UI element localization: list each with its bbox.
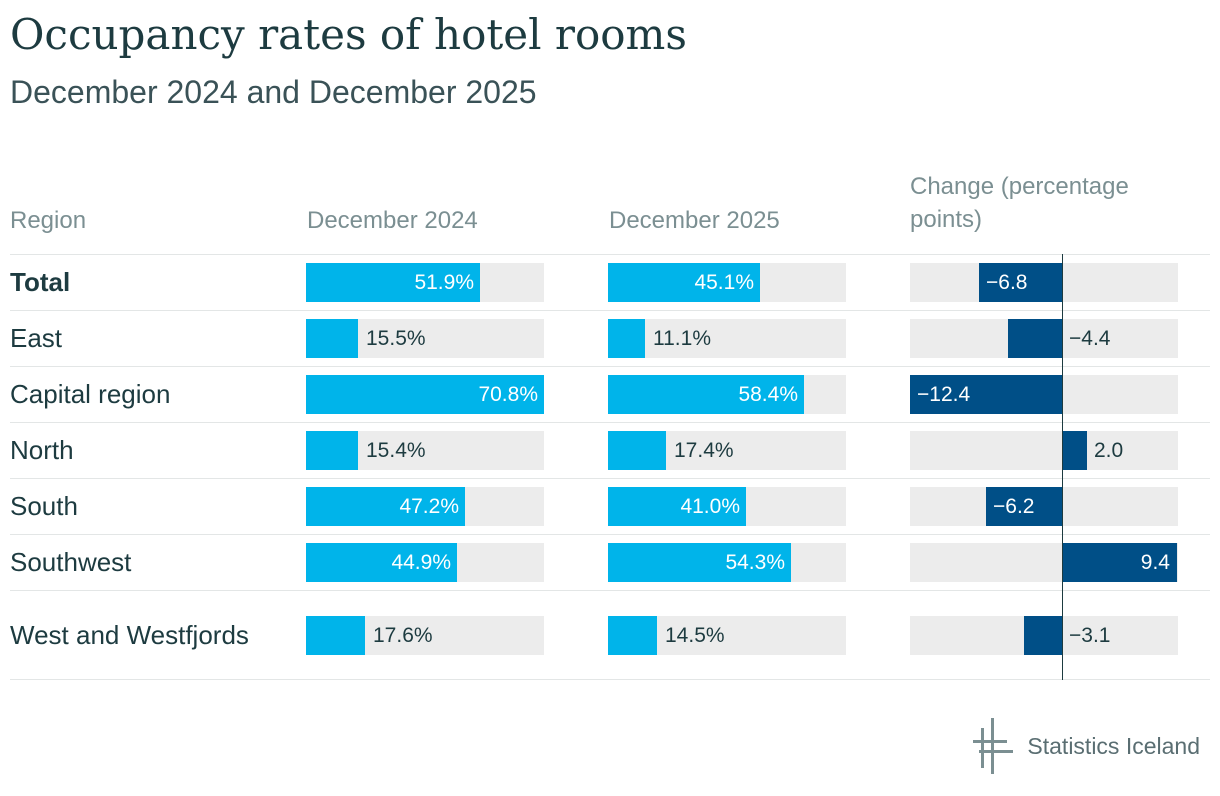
bar-change <box>1062 430 1087 470</box>
data-label-dec2025: 17.4% <box>674 438 734 462</box>
table-bottom-border <box>10 679 1210 680</box>
bar-change <box>910 374 1062 414</box>
change-zero-line <box>1062 254 1063 680</box>
row-label: West and Westfjords <box>10 620 249 650</box>
bar-dec2025 <box>608 318 645 358</box>
table-row <box>10 254 1210 311</box>
column-header-change: Change (percentage points) <box>910 173 1129 233</box>
bar-change <box>979 262 1062 302</box>
data-label-dec2024: 15.5% <box>366 326 426 350</box>
data-label-change: 2.0 <box>1094 438 1124 462</box>
bar-dec2024 <box>306 430 358 470</box>
chart-subtitle: December 2024 and December 2025 <box>10 74 537 110</box>
table-row <box>10 478 1210 535</box>
data-label-dec2025: 11.1% <box>653 326 711 350</box>
bar-dec2024 <box>306 374 544 414</box>
bar-dec2025 <box>608 486 746 526</box>
data-label-change: −6.8 <box>986 270 1028 294</box>
bar-change <box>1062 542 1177 582</box>
data-label-dec2024: 47.2% <box>399 494 459 518</box>
data-label-dec2025: 54.3% <box>725 550 785 574</box>
statistics-iceland-logo: Statistics Iceland <box>973 718 1200 774</box>
table-row <box>10 366 1210 423</box>
row-label: Total <box>10 267 71 297</box>
chart-title: Occupancy rates of hotel rooms <box>10 10 687 59</box>
bar-dec2025 <box>608 615 657 655</box>
bar-dec2024 <box>306 615 365 655</box>
table-row <box>10 590 1210 681</box>
data-label-dec2024: 70.8% <box>478 382 538 406</box>
row-label: Capital region <box>10 379 171 409</box>
column-header-region: Region <box>10 207 87 234</box>
bar-dec2024 <box>306 486 465 526</box>
table-row <box>10 534 1210 591</box>
change-track <box>910 430 1178 470</box>
data-label-dec2025: 14.5% <box>665 623 725 647</box>
data-label-change: −12.4 <box>917 382 971 406</box>
bar-change <box>1008 318 1062 358</box>
column-header-dec2024: December 2024 <box>307 207 478 234</box>
row-label: East <box>10 323 63 353</box>
bar-change <box>1024 615 1062 655</box>
data-label-dec2024: 51.9% <box>414 270 474 294</box>
data-label-dec2025: 58.4% <box>738 382 798 406</box>
data-label-dec2025: 45.1% <box>694 270 754 294</box>
bar-dec2024 <box>306 262 480 302</box>
data-label-change: −3.1 <box>1069 623 1111 647</box>
data-label-dec2025: 41.0% <box>680 494 740 518</box>
data-label-change: −6.2 <box>993 494 1035 518</box>
bar-dec2025 <box>608 374 804 414</box>
column-header-dec2025: December 2025 <box>609 207 780 234</box>
bar-change <box>986 486 1062 526</box>
table-row <box>10 422 1210 479</box>
bar-dec2024 <box>306 542 457 582</box>
row-label: South <box>10 491 78 521</box>
data-label-dec2024: 15.4% <box>366 438 426 462</box>
statistics-iceland-logo-icon <box>973 718 1014 774</box>
logo-text: Statistics Iceland <box>1027 732 1200 759</box>
row-label: North <box>10 435 74 465</box>
row-label: Southwest <box>10 547 132 577</box>
bar-dec2024 <box>306 318 358 358</box>
bar-dec2025 <box>608 430 666 470</box>
data-label-change: 9.4 <box>1140 550 1170 574</box>
bar-track <box>608 318 846 358</box>
data-label-dec2024: 44.9% <box>391 550 451 574</box>
bar-dec2025 <box>608 542 791 582</box>
data-label-dec2024: 17.6% <box>373 623 433 647</box>
data-label-change: −4.4 <box>1069 326 1111 350</box>
table-row <box>10 310 1210 367</box>
bar-dec2025 <box>608 262 760 302</box>
